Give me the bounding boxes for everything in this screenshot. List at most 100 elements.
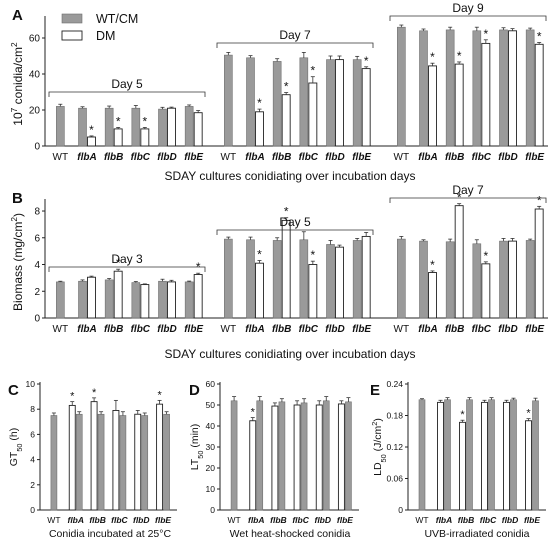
bar-wt-cm <box>272 240 282 319</box>
x-tick-label: flbB <box>89 515 106 525</box>
bar-dm <box>308 264 318 319</box>
bar-dm <box>87 136 96 147</box>
x-tick-label: flbC <box>292 515 309 525</box>
bar-dm <box>255 111 264 147</box>
bar-wt-cm <box>326 59 335 147</box>
x-tick-label: WT <box>394 324 410 335</box>
bar-wt-cm <box>499 29 508 147</box>
bar-dm <box>87 276 96 319</box>
bar-dm <box>112 410 120 511</box>
y-tick-label: 40 <box>29 70 41 81</box>
x-tick-label: flbE <box>524 515 540 525</box>
y-tick-label: 20 <box>206 463 216 473</box>
y-tick-label: 0 <box>30 505 35 515</box>
bar-dm <box>428 65 437 147</box>
bar-dm <box>249 420 257 511</box>
significance-star: * <box>483 249 488 263</box>
significance-star: * <box>537 193 542 207</box>
x-tick-label: flbA <box>418 324 437 335</box>
significance-star: * <box>526 408 531 420</box>
bar-wt-cm <box>397 238 406 319</box>
x-tick-label: flbA <box>77 152 96 163</box>
x-tick-label: flbC <box>299 324 319 335</box>
bar-wt-cm <box>510 399 517 511</box>
bar-wt-cm <box>104 107 114 147</box>
legend-swatch-dm <box>61 30 83 41</box>
x-tick-label: flbD <box>498 152 517 163</box>
x-tick-label: flbC <box>131 152 151 163</box>
y-axis-label-b: Biomass (mg/cm2) <box>9 213 25 311</box>
y-tick-label: 0.18 <box>386 411 403 421</box>
significance-star: * <box>116 114 121 128</box>
bar-dm <box>454 205 464 319</box>
group-bracket <box>48 91 206 97</box>
bar-wt-cm <box>419 30 428 147</box>
bar-dm <box>337 403 345 511</box>
y-tick-label: 0 <box>34 314 40 325</box>
bar-wt-cm <box>419 240 428 319</box>
x-tick-label: WT <box>394 152 410 163</box>
bar-dm <box>308 82 318 147</box>
bar-wt-cm <box>256 400 264 511</box>
significance-star: * <box>284 205 289 219</box>
y-tick-label: 0 <box>210 505 215 515</box>
bar-dm <box>134 413 142 511</box>
bar-dm <box>534 43 544 147</box>
bar-wt-cm <box>444 399 451 511</box>
bar-dm <box>156 403 164 511</box>
x-tick-label: flbB <box>272 152 291 163</box>
x-tick-label: flbE <box>155 515 171 525</box>
significance-star: * <box>310 248 315 262</box>
x-tick-label: flbC <box>131 324 151 335</box>
bar-dm <box>255 262 264 319</box>
panel-letter-e: E <box>370 382 380 399</box>
bar-wt-cm <box>532 400 539 511</box>
group-bracket <box>389 197 547 203</box>
y-tick-label: 8 <box>30 404 35 414</box>
x-tick-label: flbB <box>458 515 475 525</box>
x-tick-label: WT <box>415 515 428 525</box>
group-bracket <box>389 15 547 21</box>
bar-wt-cm <box>352 240 362 319</box>
x-tick-label: flbD <box>325 152 344 163</box>
y-tick-label: 0.24 <box>386 379 403 389</box>
y-tick-label: 60 <box>206 379 216 389</box>
bar-dm <box>167 281 176 319</box>
bar-dm <box>459 421 466 511</box>
bar-dm <box>315 404 323 511</box>
x-axis-title-d: Wet heat-shocked conidia <box>230 528 351 540</box>
x-tick-label: flbC <box>299 152 319 163</box>
bar-wt-cm <box>445 29 455 147</box>
bar-dm <box>293 404 301 511</box>
x-tick-label: flbE <box>525 152 544 163</box>
significance-star: * <box>310 64 315 78</box>
x-tick-label: flbB <box>104 324 123 335</box>
bar-wt-cm <box>299 239 309 319</box>
y-tick-label: 2 <box>34 287 40 298</box>
bar-dm <box>335 246 344 319</box>
y-tick-label: 20 <box>29 106 41 117</box>
bar-dm <box>193 112 203 147</box>
x-tick-label: flbA <box>245 152 264 163</box>
y-tick-label: 6 <box>30 429 35 439</box>
bar-dm <box>113 270 123 319</box>
group-bracket <box>216 229 374 235</box>
panel-letter-b: B <box>12 190 23 207</box>
significance-star: * <box>157 389 162 401</box>
bar-dm <box>481 401 488 511</box>
bar-wt-cm <box>272 61 282 147</box>
bar-wt-cm <box>158 108 167 147</box>
x-tick-label: flbC <box>480 515 497 525</box>
bar-wt-cm <box>499 240 508 319</box>
bar-dm <box>335 59 344 147</box>
bar-dm <box>481 42 491 147</box>
significance-star: * <box>460 409 465 421</box>
significance-star: * <box>116 256 121 270</box>
x-tick-label: WT <box>53 324 69 335</box>
bar-wt-cm <box>184 106 194 147</box>
bar-wt-cm <box>472 30 482 147</box>
group-label: Day 9 <box>452 1 484 15</box>
bar-wt-cm <box>246 239 255 319</box>
bar-wt-cm <box>131 107 141 147</box>
bar-wt-cm <box>78 280 87 319</box>
